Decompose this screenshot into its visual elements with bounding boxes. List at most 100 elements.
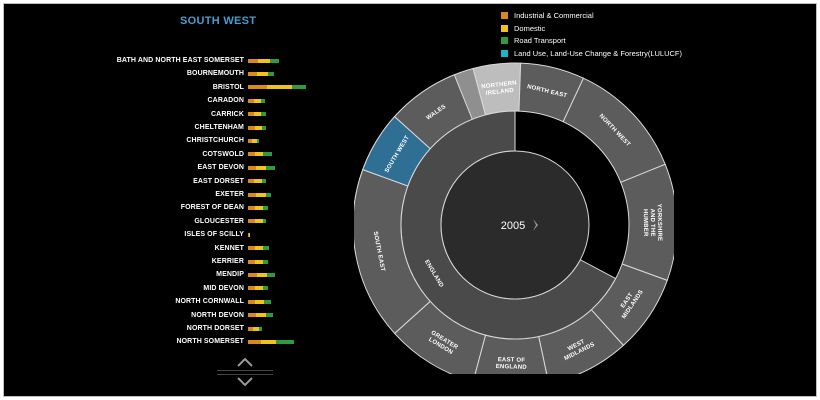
bar-segment-domestic [253,326,259,331]
bar-segment-domestic [255,205,263,210]
bar-segment-domestic [267,85,292,90]
bar-segment-road [266,313,273,318]
district-label[interactable]: MENDIP [216,271,244,279]
legend-label: Road Transport [514,36,566,45]
bar-segment-domestic [255,125,262,130]
bar-segment-industrial [248,179,254,184]
bar-segment-domestic [261,339,276,344]
bar-segment-industrial [248,313,256,318]
bar-segment-road [261,98,265,103]
district-label[interactable]: KENNET [214,244,244,252]
bar-segment-road [292,85,306,90]
bar-segment-domestic [256,165,266,170]
region-title: SOUTH WEST [180,15,257,27]
bar-segment-industrial [248,58,258,63]
bar-segment-road [266,192,271,197]
bar-segment-domestic [256,313,266,318]
bar-segment-road [261,112,266,117]
bar-segment-industrial [248,326,253,331]
legend-swatch [501,49,508,57]
district-label[interactable]: CARRICK [211,110,244,118]
district-label[interactable]: NORTH DEVON [191,311,244,319]
district-label[interactable]: NORTH CORNWALL [175,298,244,306]
region-segment-label: NORTHERNIRELAND [481,80,518,97]
bar-segment-industrial [248,152,255,157]
bar-segment-industrial [248,125,255,130]
bar-segment-industrial [248,165,256,170]
district-label[interactable]: BATH AND NORTH EAST SOMERSET [116,57,244,64]
district-label[interactable]: NORTH DORSET [186,325,244,332]
bar-segment-domestic [256,192,266,197]
bar-segment-domestic [258,58,270,63]
district-label[interactable]: FOREST OF DEAN [180,204,244,212]
district-label[interactable]: CHELTENHAM [194,124,244,131]
bar-segment-road [266,165,275,170]
bar-segment-road [263,286,268,291]
bar-segment-domestic [254,112,261,117]
legend-item-lulucf: Land Use, Land-Use Change & Forestry(LUL… [501,48,801,59]
chevron-down-icon [237,377,253,386]
district-label[interactable]: BRISTOL [212,83,244,91]
bar-segment-road [264,299,271,304]
legend-label: Land Use, Land-Use Change & Forestry(LUL… [514,48,682,58]
bar-segment-industrial [248,112,254,117]
legend-label: Domestic [514,23,546,33]
bar-segment-industrial [248,286,255,291]
district-label[interactable]: ISLES OF SCILLY [184,231,244,239]
bar-segment-industrial [248,272,257,277]
legend-swatch [501,24,508,32]
bar-segment-road [267,272,275,277]
bar-segment-road [259,326,262,331]
bar-segment-domestic [255,299,264,304]
district-label[interactable]: EXETER [215,191,244,198]
district-label[interactable]: CHRISTCHURCH [186,137,244,145]
legend-swatch [501,37,508,44]
bar-segment-domestic [255,219,263,224]
scroll-down-button[interactable] [217,374,273,389]
bar-segment-industrial [248,205,255,210]
bar-segment-industrial [248,98,254,103]
bar-segment-industrial [248,192,256,197]
bar-segment-industrial [248,71,257,76]
bar-segment-road [270,58,279,63]
region-segment-label: YORKSHIREAND THEHUMBER [642,204,663,242]
bar-segment-industrial [248,259,255,264]
year-label: 2005 [501,220,525,232]
bar-segment-domestic [255,246,263,251]
bar-segment-domestic [255,259,263,264]
chevron-right-icon[interactable] [533,219,538,231]
bar-segment-road [257,138,259,143]
district-label[interactable]: EAST DORSET [193,177,244,185]
bar-segment-industrial [248,246,255,251]
district-label[interactable]: CARADON [207,97,244,105]
legend-item-industrial: Industrial & Commercial [501,10,801,21]
year-center-disk [440,150,590,300]
district-label[interactable]: NORTH SOMERSET [176,338,244,346]
legend-swatch [501,12,508,19]
bar-segment-industrial [248,299,255,304]
district-label[interactable]: KERRIER [211,258,244,265]
bar-segment-road [263,219,266,224]
bar-segment-industrial [248,138,252,143]
bar-segment-road [263,152,272,157]
chevron-up-icon [237,358,253,367]
scroll-up-button[interactable] [217,356,273,371]
bar-segment-road [262,125,266,130]
district-label[interactable]: BOURNEMOUTH [186,70,244,78]
bar-segment-domestic [255,286,263,291]
bar-segment-domestic [255,152,263,157]
bar-segment-road [276,339,294,344]
region-segment-label: EAST OFENGLAND [496,357,528,371]
district-label[interactable]: GLOUCESTER [194,217,244,225]
bar-segment-road [263,205,268,210]
visualization-panel: SOUTH WEST BATH AND NORTH EAST SOMERSET B… [3,3,817,397]
bar-segment-industrial [248,219,255,224]
district-label[interactable]: COTSWOLD [202,150,244,158]
legend-item-domestic: Domestic [501,23,801,34]
bar-segment-domestic [257,272,267,277]
bar-segment-road [263,246,269,251]
district-label[interactable]: EAST DEVON [197,164,244,172]
district-label[interactable]: MID DEVON [203,284,244,292]
bar-segment-industrial [248,232,249,237]
